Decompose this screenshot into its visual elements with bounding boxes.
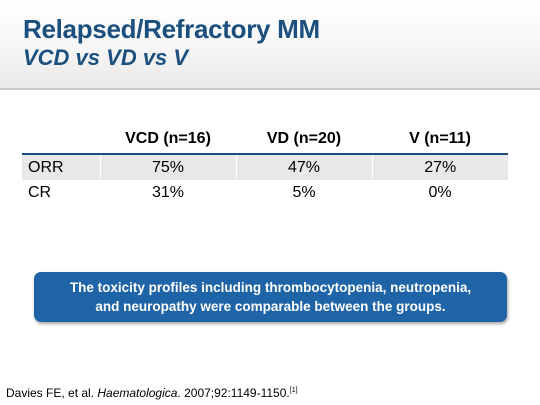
table-row-orr: ORR 75% 47% 27% (22, 154, 508, 180)
column-header-v: V (n=11) (372, 128, 508, 155)
table-row-cr: CR 31% 5% 0% (22, 180, 508, 205)
cell-cr-vd: 5% (292, 184, 316, 201)
column-header-vcd: VCD (n=16) (100, 128, 236, 155)
cell-orr-vcd: 75% (99, 154, 236, 180)
header-divider (0, 88, 540, 90)
results-table: VCD (n=16) VD (n=20) V (n=11) ORR 75% 47… (22, 128, 508, 205)
reference-citation: Davies FE, et al. Haematologica. 2007;92… (6, 386, 298, 400)
row-label-cr: CR (28, 184, 52, 201)
toxicity-callout: The toxicity profiles including thromboc… (34, 272, 507, 322)
cell-orr-v: 27% (371, 154, 508, 180)
row-label-orr: ORR (22, 154, 100, 180)
slide-header (0, 0, 540, 88)
reference-authors: Davies FE, et al. (6, 386, 98, 400)
reference-number: [1] (289, 387, 298, 394)
cell-cr-v: 0% (428, 184, 452, 201)
reference-journal: Haematologica (97, 386, 178, 400)
callout-text: The toxicity profiles including thromboc… (60, 278, 481, 316)
table-header-row: VCD (n=16) VD (n=20) V (n=11) (22, 128, 508, 155)
column-header-vd: VD (n=20) (236, 128, 372, 155)
callout-line-2: and neuropathy were comparable between t… (95, 299, 446, 314)
slide-subtitle: VCD vs VD vs V (23, 45, 189, 70)
callout-line-1: The toxicity profiles including thromboc… (69, 280, 472, 295)
cell-cr-vcd: 31% (151, 184, 185, 201)
slide-title: Relapsed/Refractory MM (23, 14, 320, 44)
reference-details: . 2007;92:1149-1150. (177, 386, 290, 400)
cell-orr-vd: 47% (235, 154, 372, 180)
column-header-empty (22, 128, 100, 155)
